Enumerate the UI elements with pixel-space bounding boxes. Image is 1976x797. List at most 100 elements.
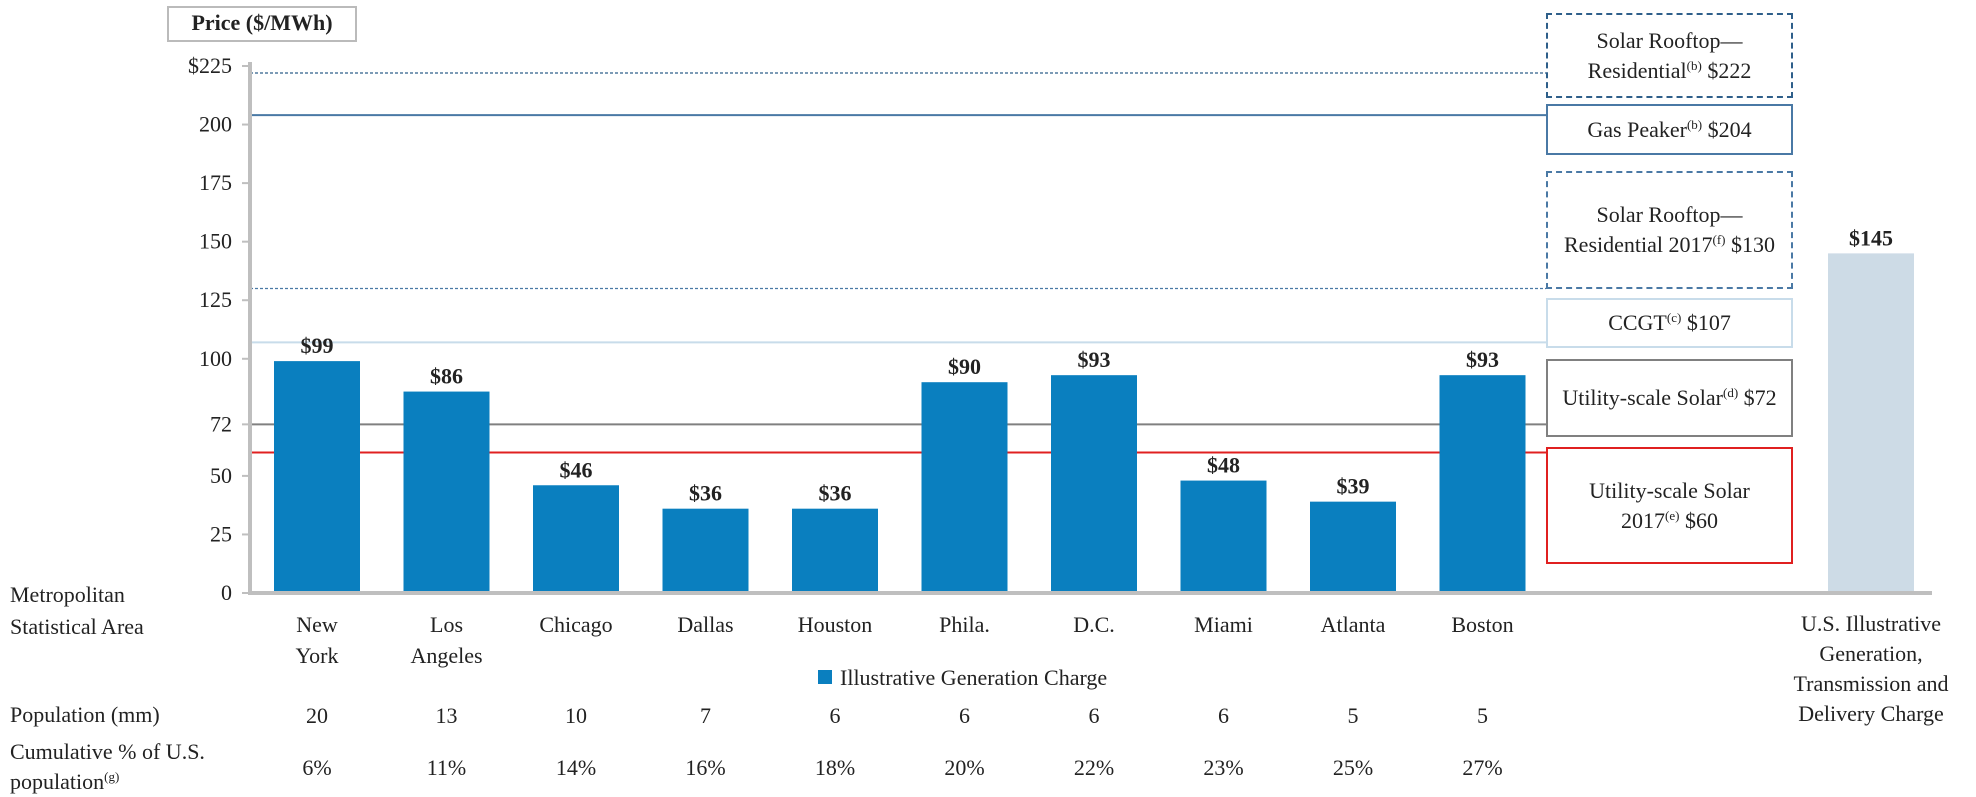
bar [1828, 253, 1914, 593]
row-label-text: Population (mm) [10, 702, 160, 727]
reference-value: $60 [1684, 507, 1718, 533]
y-tick-label: 25 [210, 521, 232, 546]
bar-value-label: $48 [1207, 453, 1240, 478]
row-value: 5 [1477, 703, 1488, 728]
reference-box: Solar Rooftop—Residential 2017(f) $130 [1546, 171, 1793, 289]
bar-value-label: $46 [560, 457, 593, 482]
reference-box: Gas Peaker(b) $204 [1546, 104, 1793, 155]
bar-value-label: $39 [1337, 474, 1370, 499]
reference-box: Utility-scale Solar 2017(e) $60 [1546, 447, 1793, 564]
y-tick-label: 0 [221, 580, 232, 605]
reference-name: Gas Peaker [1587, 116, 1687, 142]
y-tick-label: 100 [199, 346, 232, 371]
reference-name: Solar Rooftop—Residential [1587, 27, 1743, 83]
row-value: 23% [1203, 755, 1244, 780]
category-label: Houston [797, 612, 873, 637]
category-label: Boston [1451, 612, 1514, 637]
reference-note: (c) [1666, 310, 1682, 325]
row-value: 16% [685, 755, 726, 780]
bar-value-label: $93 [1078, 347, 1111, 372]
y-tick-label: $225 [188, 53, 232, 78]
bar [1439, 375, 1526, 593]
bar [921, 382, 1008, 593]
y-tick-label: 50 [210, 463, 232, 488]
category-label: New York [295, 612, 339, 668]
row-label: Cumulative % of U.S. population(g) [10, 737, 210, 797]
bar [403, 391, 490, 593]
reference-value: $130 [1730, 232, 1775, 257]
y-tick-label: 125 [199, 287, 232, 312]
reference-name: Solar Rooftop—Residential 2017 [1564, 202, 1743, 257]
reference-note: (f) [1712, 232, 1726, 247]
row-value: 20% [944, 755, 985, 780]
row-label: Population (mm) [10, 700, 210, 730]
row-value: 14% [555, 755, 597, 780]
reference-value: $72 [1743, 385, 1777, 410]
category-label: D.C. [1073, 612, 1115, 637]
y-tick-label: 72 [210, 411, 232, 436]
category-heading: Metropolitan Statistical Area [10, 582, 144, 639]
reference-name: Utility-scale Solar 2017 [1589, 477, 1750, 533]
category-label: Los Angeles [410, 612, 483, 668]
reference-name: Utility-scale Solar [1562, 385, 1723, 410]
category-label: Miami [1194, 612, 1253, 637]
row-value: 6 [829, 703, 841, 728]
y-axis-title: Price ($/MWh) [167, 6, 357, 42]
reference-value: $204 [1707, 116, 1752, 142]
row-value: 7 [700, 703, 711, 728]
row-value: 11% [426, 755, 467, 780]
legend-label: Illustrative Generation Charge [840, 665, 1108, 690]
bar-value-label: $36 [689, 481, 722, 506]
legend-swatch [818, 670, 832, 684]
row-value: 18% [814, 755, 856, 780]
reference-text: Utility-scale Solar(d) $72 [1562, 383, 1776, 413]
reference-text: CCGT(c) $107 [1608, 308, 1731, 338]
bar [1310, 501, 1396, 593]
reference-text: Solar Rooftop—Residential(b) $222 [1558, 26, 1781, 86]
row-label-text: Cumulative % of U.S. population [10, 739, 205, 794]
row-value: 27% [1462, 755, 1503, 780]
bar-value-label: $93 [1466, 347, 1499, 372]
category-label: Chicago [539, 612, 613, 637]
row-value: 6 [1218, 703, 1229, 728]
category-label: Phila. [939, 612, 990, 637]
row-value: 13 [435, 703, 458, 728]
reference-note: (e) [1665, 507, 1680, 523]
y-tick-label: 200 [199, 112, 232, 137]
reference-name: CCGT [1608, 310, 1667, 335]
y-tick-label: 150 [199, 229, 232, 254]
bar [1051, 375, 1137, 593]
row-value: 5 [1347, 703, 1359, 728]
reference-box: CCGT(c) $107 [1546, 298, 1793, 348]
reference-text: Solar Rooftop—Residential 2017(f) $130 [1558, 200, 1781, 260]
bar [1180, 480, 1267, 593]
row-value: 6% [302, 755, 332, 780]
reference-value: $107 [1686, 310, 1731, 335]
reference-text: Gas Peaker(b) $204 [1587, 115, 1751, 145]
y-tick-label: 175 [199, 170, 232, 195]
bar-value-label: $86 [430, 364, 463, 389]
bar [533, 485, 619, 593]
reference-note: (b) [1686, 57, 1702, 73]
category-label: U.S. Illustrative Generation, Transmissi… [1793, 611, 1949, 726]
bar-value-label: $99 [301, 333, 334, 358]
bar-value-label: $145 [1849, 225, 1893, 250]
reference-text: Utility-scale Solar 2017(e) $60 [1558, 476, 1781, 536]
row-value: 6 [959, 703, 970, 728]
bar [662, 508, 749, 593]
bar [274, 361, 360, 593]
reference-note: (d) [1723, 385, 1739, 400]
reference-box: Utility-scale Solar(d) $72 [1546, 359, 1793, 437]
reference-value: $222 [1707, 57, 1752, 83]
bar-value-label: $90 [948, 354, 981, 379]
category-label: Atlanta [1320, 612, 1386, 637]
category-label: Dallas [677, 612, 734, 637]
row-value: 25% [1332, 755, 1374, 780]
reference-note: (b) [1686, 116, 1703, 132]
bar-value-label: $36 [819, 481, 852, 506]
row-value: 22% [1073, 755, 1115, 780]
row-label-note: (g) [104, 769, 120, 784]
reference-box: Solar Rooftop—Residential(b) $222 [1546, 13, 1793, 98]
bar [792, 508, 878, 593]
